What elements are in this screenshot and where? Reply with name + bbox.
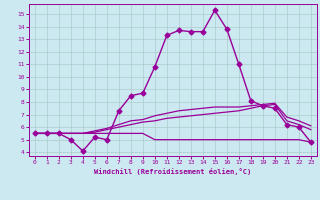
X-axis label: Windchill (Refroidissement éolien,°C): Windchill (Refroidissement éolien,°C): [94, 168, 252, 175]
